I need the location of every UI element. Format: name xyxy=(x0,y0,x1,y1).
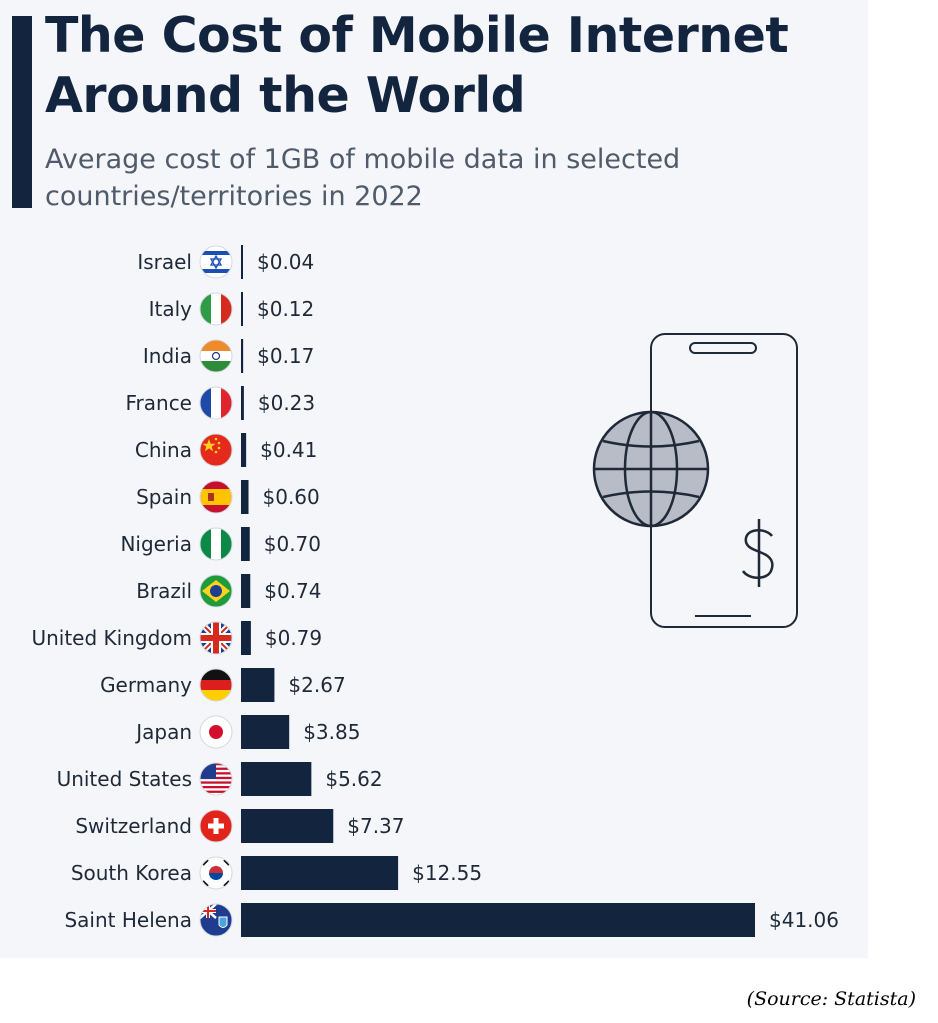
category-label: Japan xyxy=(134,720,192,744)
bar xyxy=(241,245,243,279)
bar xyxy=(241,668,275,702)
chart-subtitle: Average cost of 1GB of mobile data in se… xyxy=(45,144,681,212)
value-label: $0.60 xyxy=(263,485,320,509)
value-label: $0.23 xyxy=(258,391,315,415)
bar xyxy=(241,386,244,420)
title-accent-bar xyxy=(12,16,32,208)
phone-illustration xyxy=(592,333,798,628)
value-label: $41.06 xyxy=(769,908,839,932)
israel-flag-icon xyxy=(199,245,233,279)
category-label: Germany xyxy=(100,673,192,697)
bar xyxy=(241,856,399,890)
value-label: $0.17 xyxy=(257,344,314,368)
bars-layer: Israel $0.04 Italy $0.12 India $0.17 France $0.… xyxy=(31,245,839,937)
uk-flag-icon xyxy=(199,621,233,655)
chart-panel xyxy=(0,0,868,958)
category-label: China xyxy=(135,438,192,462)
category-label: Israel xyxy=(137,250,192,274)
chart-title: The Cost of Mobile Internet Around the W… xyxy=(45,7,789,124)
globe-icon xyxy=(592,410,710,528)
bar xyxy=(241,480,249,514)
value-label: $12.55 xyxy=(412,861,482,885)
value-label: $0.79 xyxy=(265,626,322,650)
bar xyxy=(241,903,755,937)
bar xyxy=(241,621,251,655)
saint-helena-flag-icon xyxy=(199,903,233,937)
category-label: Spain xyxy=(136,485,192,509)
category-label: India xyxy=(143,344,192,368)
bar xyxy=(241,762,312,796)
bar xyxy=(241,339,244,373)
bar xyxy=(241,574,251,608)
value-label: $0.41 xyxy=(260,438,317,462)
nigeria-flag-icon xyxy=(199,527,233,561)
category-label: United States xyxy=(57,767,192,791)
category-label: Nigeria xyxy=(120,532,192,556)
usa-flag-icon xyxy=(199,762,233,796)
bar xyxy=(241,809,334,843)
value-label: $0.04 xyxy=(257,250,314,274)
category-label: Italy xyxy=(149,297,193,321)
category-label: Brazil xyxy=(136,579,192,603)
china-flag-icon xyxy=(199,433,233,467)
bar xyxy=(241,715,290,749)
value-label: $7.37 xyxy=(347,814,404,838)
value-label: $2.67 xyxy=(288,673,345,697)
france-flag-icon xyxy=(199,386,233,420)
source-note: (Source: Statista) xyxy=(746,988,916,1010)
japan-flag-icon xyxy=(199,715,233,749)
dollar-sign-icon xyxy=(741,519,774,587)
germany-flag-icon xyxy=(199,668,233,702)
category-label: Switzerland xyxy=(75,814,192,838)
value-label: $3.85 xyxy=(303,720,360,744)
india-flag-icon xyxy=(199,339,233,373)
value-label: $0.70 xyxy=(264,532,321,556)
bar xyxy=(241,292,243,326)
category-label: South Korea xyxy=(71,861,192,885)
value-label: $0.74 xyxy=(264,579,321,603)
spain-flag-icon xyxy=(199,480,233,514)
category-label: United Kingdom xyxy=(31,626,192,650)
category-label: Saint Helena xyxy=(64,908,192,932)
bar xyxy=(241,527,250,561)
value-label: $0.12 xyxy=(257,297,314,321)
value-label: $5.62 xyxy=(325,767,382,791)
brazil-flag-icon xyxy=(199,574,233,608)
italy-flag-icon xyxy=(199,292,233,326)
switzerland-flag-icon xyxy=(199,809,233,843)
category-label: France xyxy=(125,391,192,415)
south-korea-flag-icon xyxy=(199,856,233,890)
bar xyxy=(241,433,247,467)
